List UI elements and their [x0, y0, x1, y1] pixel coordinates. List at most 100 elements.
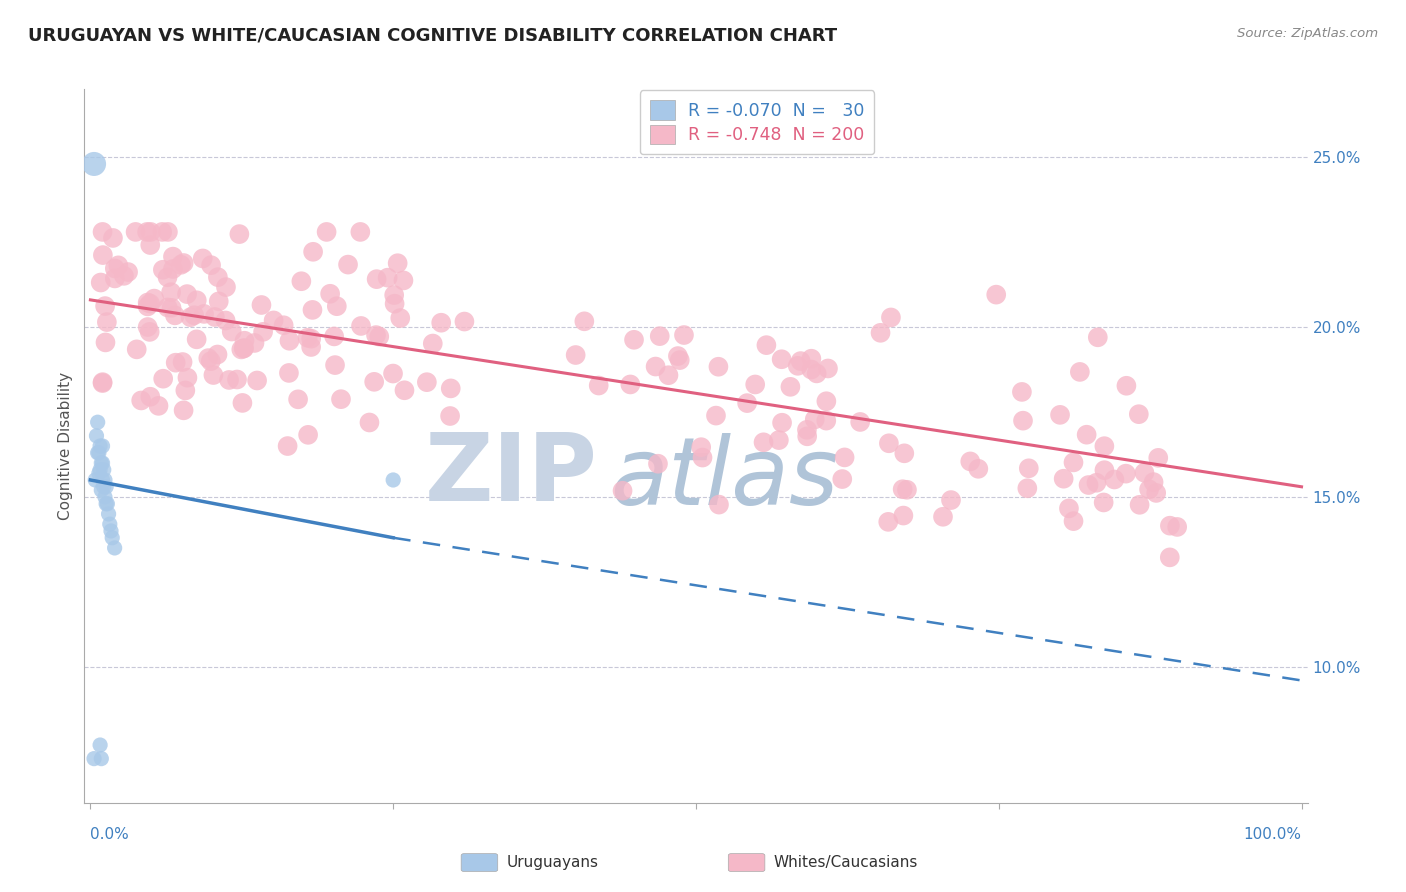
Point — [104, 271, 127, 285]
Point — [692, 450, 714, 465]
Point — [214, 313, 236, 327]
Point — [228, 227, 250, 241]
Point — [1133, 466, 1156, 480]
Point — [967, 462, 990, 476]
Point — [815, 414, 838, 428]
Point — [831, 472, 853, 486]
Point — [869, 326, 891, 340]
Point — [152, 372, 174, 386]
Point — [707, 498, 730, 512]
Point — [252, 325, 274, 339]
Point — [1115, 467, 1137, 481]
Point — [173, 256, 195, 270]
Point — [612, 483, 634, 498]
Point — [172, 355, 194, 369]
Point — [302, 244, 325, 259]
Point — [744, 377, 766, 392]
Point — [770, 416, 793, 430]
Point — [215, 280, 238, 294]
Point — [323, 358, 346, 372]
Point — [91, 225, 114, 239]
Y-axis label: Cognitive Disability: Cognitive Disability — [58, 372, 73, 520]
Point — [299, 332, 322, 346]
Text: URUGUAYAN VS WHITE/CAUCASIAN COGNITIVE DISABILITY CORRELATION CHART: URUGUAYAN VS WHITE/CAUCASIAN COGNITIVE D… — [28, 27, 837, 45]
Point — [139, 390, 162, 404]
Point — [86, 429, 108, 443]
Point — [86, 415, 108, 429]
Point — [231, 343, 253, 357]
Point — [200, 354, 222, 368]
Point — [707, 359, 730, 374]
Point — [263, 313, 285, 327]
Point — [91, 248, 114, 262]
Point — [564, 348, 586, 362]
Point — [350, 318, 373, 333]
Point — [389, 311, 412, 326]
Point — [299, 340, 322, 354]
Point — [170, 258, 193, 272]
Legend: R = -0.070  N =   30, R = -0.748  N = 200: R = -0.070 N = 30, R = -0.748 N = 200 — [640, 90, 875, 154]
Point — [162, 262, 184, 277]
Point — [207, 347, 229, 361]
Point — [796, 423, 818, 437]
Point — [301, 302, 323, 317]
Point — [273, 318, 295, 333]
Point — [366, 272, 388, 286]
Point — [186, 293, 208, 308]
Point — [243, 335, 266, 350]
Point — [117, 265, 139, 279]
Point — [815, 394, 838, 409]
Text: Whites/Caucasians: Whites/Caucasians — [773, 855, 918, 870]
Point — [233, 334, 256, 348]
Point — [104, 261, 127, 276]
Point — [891, 482, 914, 496]
Point — [1017, 481, 1039, 495]
Point — [1128, 407, 1150, 421]
Point — [394, 384, 416, 398]
Point — [770, 352, 793, 367]
Point — [1159, 518, 1181, 533]
Point — [368, 329, 391, 343]
Point — [359, 416, 381, 430]
Point — [96, 480, 118, 494]
Point — [416, 375, 439, 389]
Point — [384, 296, 406, 310]
Point — [588, 378, 610, 392]
Point — [880, 310, 903, 325]
Point — [233, 341, 256, 355]
Point — [796, 429, 818, 443]
Point — [1012, 414, 1035, 428]
Point — [430, 316, 453, 330]
Point — [893, 508, 915, 523]
Point — [1085, 475, 1108, 490]
Point — [377, 270, 399, 285]
Point — [1049, 408, 1071, 422]
Point — [315, 225, 337, 239]
Point — [800, 351, 823, 366]
Point — [657, 368, 679, 383]
Point — [91, 456, 114, 470]
Point — [89, 738, 111, 752]
Point — [1147, 450, 1170, 465]
Point — [250, 298, 273, 312]
Point — [574, 314, 596, 328]
Point — [207, 270, 229, 285]
Point — [218, 373, 240, 387]
Point — [1092, 495, 1115, 509]
Point — [800, 362, 823, 376]
Point — [165, 356, 187, 370]
Point — [104, 541, 127, 555]
Point — [1053, 472, 1076, 486]
Point — [136, 225, 159, 239]
Point — [139, 238, 162, 252]
Point — [672, 328, 695, 343]
Point — [98, 517, 121, 532]
Point — [363, 375, 385, 389]
Point — [932, 509, 955, 524]
Point — [162, 250, 184, 264]
Point — [156, 225, 179, 239]
Point — [90, 751, 112, 765]
Point — [704, 409, 727, 423]
Point — [94, 473, 117, 487]
Point — [101, 531, 124, 545]
